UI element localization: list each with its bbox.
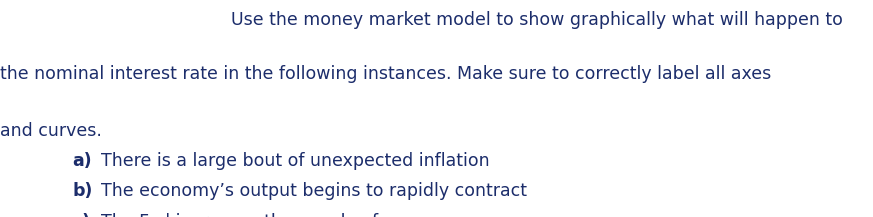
Text: a): a) [72,152,92,170]
Text: There is a large bout of unexpected inflation: There is a large bout of unexpected infl… [101,152,490,170]
Text: c): c) [72,213,91,217]
Text: The economy’s output begins to rapidly contract: The economy’s output begins to rapidly c… [101,182,527,200]
Text: and curves.: and curves. [0,122,102,140]
Text: Use the money market model to show graphically what will happen to: Use the money market model to show graph… [231,11,843,29]
Text: The Fed increases the supply of money: The Fed increases the supply of money [101,213,443,217]
Text: b): b) [72,182,93,200]
Text: the nominal interest rate in the following instances. Make sure to correctly lab: the nominal interest rate in the followi… [0,65,771,83]
